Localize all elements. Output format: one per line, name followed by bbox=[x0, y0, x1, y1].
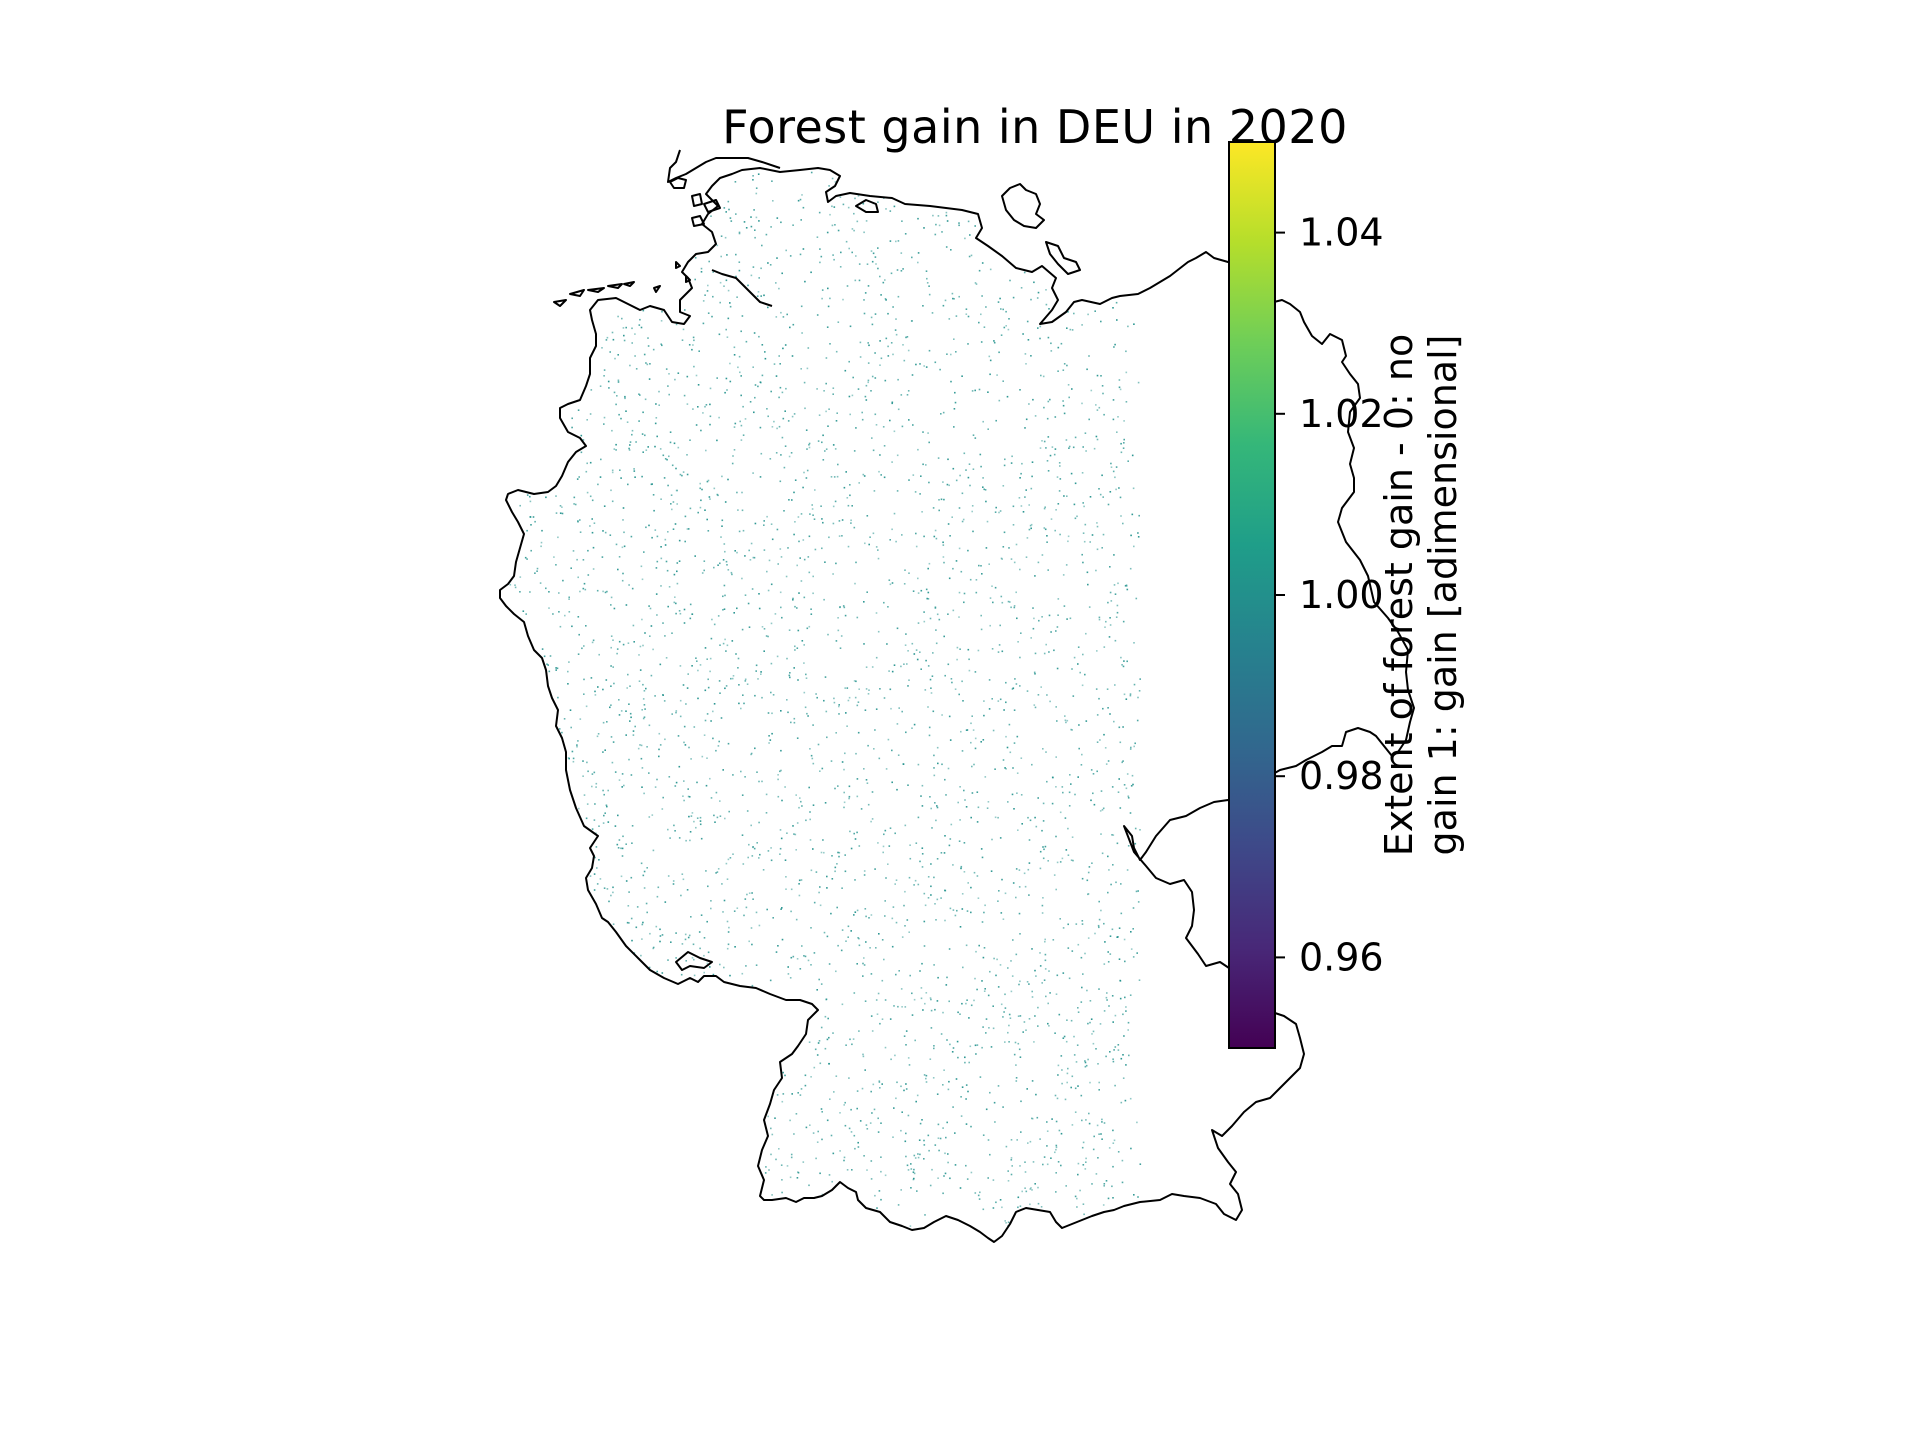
lake-constance bbox=[675, 951, 713, 971]
country-boundary bbox=[499, 149, 1415, 1243]
colorbar-gradient bbox=[1228, 141, 1276, 1049]
island-5 bbox=[675, 261, 681, 269]
island-6 bbox=[685, 275, 691, 283]
northern-border bbox=[667, 149, 781, 183]
island-10 bbox=[607, 283, 623, 289]
colorbar-tick-label: 0.96 bbox=[1299, 935, 1384, 979]
island-12 bbox=[653, 285, 661, 293]
island-4 bbox=[691, 215, 705, 227]
elbe-estuary bbox=[711, 269, 773, 307]
colorbar-tick-label: 1.00 bbox=[1299, 573, 1384, 617]
island-3 bbox=[703, 199, 721, 213]
fehmarn-island bbox=[855, 199, 879, 213]
forest-gain-pixels bbox=[509, 171, 1142, 1227]
mainland-boundary bbox=[499, 167, 1415, 1243]
colorbar-tick-label: 1.02 bbox=[1299, 392, 1384, 436]
colorbar-tick-label: 0.98 bbox=[1299, 754, 1384, 798]
island-7 bbox=[553, 299, 567, 307]
island-1 bbox=[669, 177, 687, 189]
island-9 bbox=[587, 287, 605, 293]
colorbar-tick-label: 1.04 bbox=[1299, 211, 1384, 255]
colorbar-label-line1: Extent of forest gain - 0: no bbox=[1377, 334, 1421, 856]
colorbar-ticks: 0.96 0.98 1.00 1.02 1.04 bbox=[1275, 211, 1384, 979]
ruegen-island bbox=[1001, 183, 1045, 229]
usedom-island bbox=[1045, 241, 1081, 275]
colorbar-label-line2: gain 1: gain [adimensional] bbox=[1421, 335, 1465, 856]
island-8 bbox=[569, 289, 585, 297]
island-11 bbox=[623, 281, 635, 287]
island-2 bbox=[691, 193, 703, 207]
